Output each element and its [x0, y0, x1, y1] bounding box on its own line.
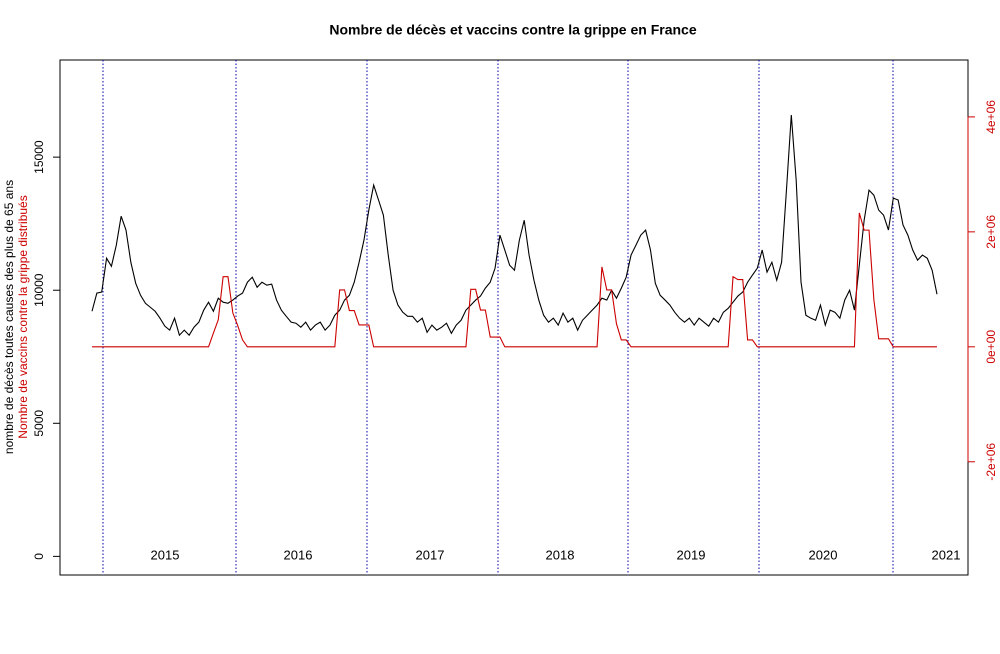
- y2-tick-label: 0e+00: [984, 330, 998, 364]
- y2-tick-label: -2e+06: [984, 443, 998, 481]
- year-label: 2021: [932, 547, 961, 562]
- series-line: [92, 212, 937, 348]
- year-label: 2015: [151, 547, 180, 562]
- plot-frame: [59, 59, 969, 576]
- year-label: 2020: [809, 547, 838, 562]
- y2-tick-label: 2e+06: [984, 215, 998, 249]
- y-tick-label: 5000: [32, 410, 46, 437]
- y-tick-label: 15000: [32, 140, 46, 174]
- y2-axis-label: Nombre de vaccins contre la grippe distr…: [16, 195, 30, 438]
- series-line: [91, 115, 938, 337]
- year-label: 2017: [416, 547, 445, 562]
- year-label: 2016: [284, 547, 313, 562]
- y-tick-label: 0: [32, 553, 46, 560]
- y-tick-label: 10000: [32, 273, 46, 307]
- y-axis-label: nombre de décès toutes causes des plus d…: [2, 180, 16, 454]
- year-label: 2018: [546, 547, 575, 562]
- year-label: 2019: [677, 547, 706, 562]
- chart-title: Nombre de décès et vaccins contre la gri…: [329, 22, 696, 38]
- y2-tick-label: 4e+06: [984, 100, 998, 134]
